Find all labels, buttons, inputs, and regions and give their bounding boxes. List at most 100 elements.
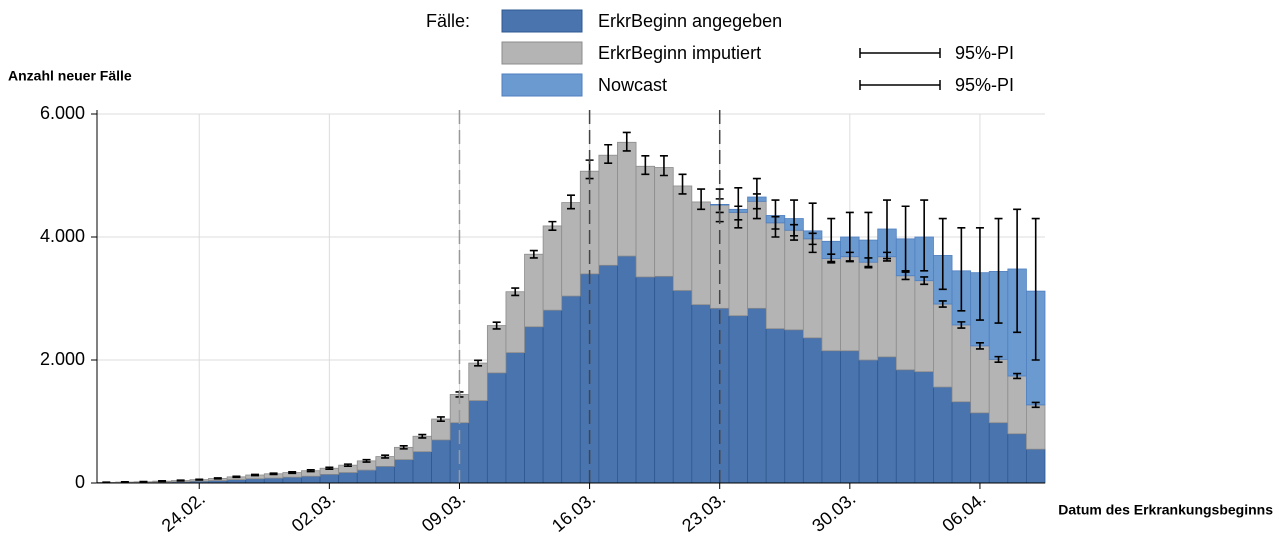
bar-segment <box>412 451 432 484</box>
bar-segment <box>691 304 711 484</box>
bar-segment <box>951 324 972 403</box>
error-bar <box>213 477 222 480</box>
bar-segment <box>654 275 674 484</box>
error-bar <box>604 143 613 164</box>
y-tick-label: 0 <box>75 472 85 492</box>
error-bar <box>771 199 780 238</box>
bar-segment <box>245 478 265 484</box>
bar-segment <box>375 465 395 484</box>
legend-label: ErkrBeginn imputiert <box>598 43 761 63</box>
error-bar <box>1031 217 1040 361</box>
error-bar <box>232 475 241 479</box>
error-bar <box>474 359 483 367</box>
error-bar <box>306 469 315 473</box>
error-bar <box>548 220 557 232</box>
error-bar <box>343 463 352 468</box>
x-tick-label: 06.04. <box>938 488 989 535</box>
error-bar <box>920 276 929 286</box>
error-bar <box>938 217 947 291</box>
x-tick-label: 09.03. <box>418 488 469 535</box>
error-bar <box>492 321 501 330</box>
bar-segment <box>561 202 581 297</box>
bar-segment <box>728 315 748 484</box>
error-bar <box>957 321 966 329</box>
error-bar <box>251 473 259 477</box>
bar-segment <box>765 222 786 330</box>
legend-label: Nowcast <box>598 75 667 95</box>
error-bar <box>808 202 817 254</box>
bar-segment <box>431 439 451 484</box>
bar-segment <box>431 418 451 441</box>
bar-segment <box>895 275 916 371</box>
error-bar <box>994 217 1003 324</box>
bar-segment <box>338 472 358 484</box>
error-bar <box>622 131 631 152</box>
error-bar <box>697 188 706 211</box>
error-bar <box>659 155 668 177</box>
error-bar <box>399 444 408 450</box>
error-bar <box>938 300 947 308</box>
error-bar <box>195 478 204 481</box>
bar-segment <box>505 291 525 354</box>
bar-segment <box>468 362 488 401</box>
legend-pi-label: 95%-PI <box>955 75 1014 95</box>
error-bar <box>418 433 427 439</box>
error-bar <box>734 187 743 229</box>
bar-segment <box>226 479 247 484</box>
x-tick-label: 02.03. <box>288 488 339 535</box>
error-bar <box>883 199 891 260</box>
bar-segment <box>394 459 414 484</box>
bar-segment <box>561 295 581 484</box>
error-bar <box>752 177 761 220</box>
bar-segment <box>672 185 693 291</box>
bar-segment <box>672 290 693 484</box>
x-tick-label: 23.03. <box>678 488 729 535</box>
legend-swatch <box>501 41 583 65</box>
legend-swatch <box>501 73 583 97</box>
error-bar <box>176 479 185 482</box>
bar-segment <box>784 329 804 484</box>
error-bar <box>901 205 910 272</box>
bar-segment <box>970 412 990 484</box>
error-bar <box>158 480 167 483</box>
error-bar <box>678 173 687 195</box>
bar-segment <box>542 309 563 484</box>
bar-segment <box>1026 404 1046 450</box>
error-bar <box>920 199 929 272</box>
bar-segment <box>635 276 656 484</box>
legend-label: ErkrBeginn angegeben <box>598 11 782 31</box>
bar-segment <box>821 350 841 484</box>
y-tick-label: 2.000 <box>40 349 85 369</box>
bar-segment <box>1026 448 1046 484</box>
bar-segment <box>691 201 711 306</box>
bar-segment <box>617 141 637 257</box>
bar-segment <box>858 359 879 484</box>
bar-segment <box>840 350 860 484</box>
error-bar <box>529 249 538 259</box>
bar-segment <box>858 261 879 361</box>
error-bar <box>1013 372 1022 380</box>
error-bar <box>975 226 984 321</box>
bar-segment <box>970 345 990 414</box>
bar-segment <box>505 352 525 484</box>
y-axis-label: Anzahl neuer Fälle <box>8 68 132 84</box>
x-tick-label: 16.03. <box>548 488 599 535</box>
bar-segment <box>765 328 786 484</box>
bar-segment <box>1007 375 1027 435</box>
bar-segment <box>914 371 934 484</box>
bar-segment <box>933 303 953 388</box>
error-bar <box>269 472 278 476</box>
bar-segment <box>263 477 284 484</box>
bar-segment <box>524 253 544 328</box>
bar-segment <box>877 256 897 358</box>
bar-segment <box>895 369 916 484</box>
bar-segment <box>988 422 1009 484</box>
error-bar <box>436 416 445 422</box>
error-bar <box>362 458 371 463</box>
legend-error-icon <box>859 48 941 58</box>
x-tick-label: 24.02. <box>158 488 209 535</box>
bar-segment <box>914 280 934 373</box>
bar-segment <box>951 401 972 484</box>
bar-segment <box>486 372 507 484</box>
